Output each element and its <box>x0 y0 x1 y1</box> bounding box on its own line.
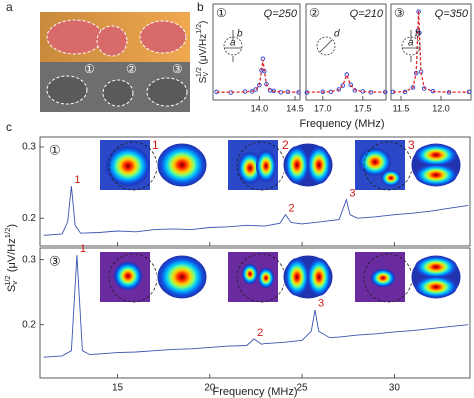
y-axis-label-part: ) <box>6 224 18 228</box>
y-axis-label-part: v <box>10 281 19 285</box>
mode-model-lobe <box>158 256 206 298</box>
x-tick-label: 15 <box>112 383 124 394</box>
y-axis-label: Sv1/2 (μV/Hz1/2) <box>3 224 19 292</box>
data-point <box>253 87 259 92</box>
inset-label: a <box>230 38 236 49</box>
mode-image-lobe <box>258 268 274 288</box>
y-axis-label-part: ) <box>198 21 209 24</box>
inset-shape <box>316 36 336 56</box>
x-tick-label: 25 <box>296 383 308 394</box>
y-tick-label: 0.2 <box>22 319 36 330</box>
data-point <box>271 88 276 94</box>
mode-image-lobe <box>256 150 276 182</box>
sample-label: ③ <box>394 6 405 20</box>
photo-label: ③ <box>172 62 183 76</box>
panel-label: b <box>197 0 204 14</box>
data-point <box>348 82 354 88</box>
spectrum-line <box>43 255 469 358</box>
inset-label: d <box>334 29 340 40</box>
mode-model-lobe <box>307 258 331 296</box>
sample-label: ② <box>309 6 320 20</box>
mode-model-lobe <box>415 144 457 166</box>
x-axis-label: Frequency (MHz) <box>213 386 298 398</box>
q-label: Q=350 <box>435 8 469 20</box>
x-tick-label: 17.5 <box>354 103 372 113</box>
y-axis-label-part: V <box>203 72 210 77</box>
x-tick-label: 17.0 <box>314 103 332 113</box>
mode-image-lobe <box>106 146 150 186</box>
y-tick-label: 0.3 <box>22 254 36 265</box>
peak-label: 1 <box>74 174 80 186</box>
y-axis-label-part: S <box>6 285 18 292</box>
x-axis-label: Frequency (MHz) <box>300 118 385 130</box>
mode-model-lobe <box>415 164 457 186</box>
mode-image-lobe <box>114 262 142 290</box>
data-point <box>352 88 358 93</box>
x-tick-label: 12.0 <box>432 103 450 113</box>
panel-label: a <box>6 0 13 14</box>
data-point <box>249 89 255 94</box>
inset-label: a <box>408 38 414 49</box>
y-axis-label-part: (μV/Hz <box>6 238 18 275</box>
mode-label: 3 <box>408 138 415 152</box>
sample-label: ③ <box>49 253 61 268</box>
inset-label: b <box>237 29 243 40</box>
peak-label: 3 <box>318 298 324 310</box>
x-tick-label: 14.0 <box>251 103 269 113</box>
peak-label: 3 <box>349 188 355 200</box>
x-tick-label: 11.5 <box>393 103 410 113</box>
x-tick-label: 14.5 <box>286 103 304 113</box>
mode-label: 2 <box>282 138 289 152</box>
peak-label: 1 <box>80 243 86 255</box>
x-tick-label: 20 <box>204 383 216 394</box>
mode-label: 1 <box>152 138 159 152</box>
y-axis-label-part: S <box>198 76 209 83</box>
y-axis-label-part: (μV/Hz <box>198 34 209 68</box>
peak-label: 2 <box>288 203 294 215</box>
plot-frame <box>212 3 301 101</box>
data-point <box>296 90 301 95</box>
inset-arrow <box>319 39 333 53</box>
y-axis-label-part: 1/2 <box>196 24 203 34</box>
q-label: Q=250 <box>264 8 298 20</box>
fit-line <box>306 73 386 93</box>
sample-label: ① <box>49 142 61 157</box>
data-point <box>466 89 472 95</box>
mode-model-lobe <box>285 146 309 184</box>
mode-image-lobe <box>242 264 258 284</box>
data-point <box>446 90 452 95</box>
x-tick-label: 30 <box>389 383 401 394</box>
panel-label: c <box>6 120 12 134</box>
spectrum-line <box>43 186 469 236</box>
photo-label: ① <box>84 62 95 76</box>
y-axis-label-part: 1/2 <box>3 228 12 239</box>
y-axis-label-part: 1/2 <box>3 275 12 286</box>
y-tick-label: 0.3 <box>22 142 36 153</box>
photo: ① ② ③ <box>40 12 190 112</box>
inset-label: b <box>415 29 421 40</box>
y-tick-label: 0.2 <box>22 213 36 224</box>
data-point <box>264 81 269 87</box>
photo-label: ② <box>126 62 137 76</box>
mode-image-lobe <box>238 152 262 184</box>
q-label: Q=210 <box>350 8 384 20</box>
sample-label: ① <box>216 6 227 20</box>
y-axis-label: SV1/2 (μV/Hz1/2) <box>196 21 210 84</box>
mode-image-lobe <box>381 170 401 186</box>
data-point <box>336 87 342 92</box>
mode-model-lobe <box>307 146 331 184</box>
mode-model-lobe <box>415 276 457 298</box>
mode-model-lobe <box>158 144 206 186</box>
mode-model-lobe <box>415 256 457 278</box>
mode-image-lobe <box>371 269 395 287</box>
y-axis-label-part: 1/2 <box>196 67 203 77</box>
data-point <box>340 83 346 88</box>
peak-label: 2 <box>257 327 263 339</box>
mode-model-lobe <box>285 258 309 296</box>
fit-line <box>216 59 299 93</box>
